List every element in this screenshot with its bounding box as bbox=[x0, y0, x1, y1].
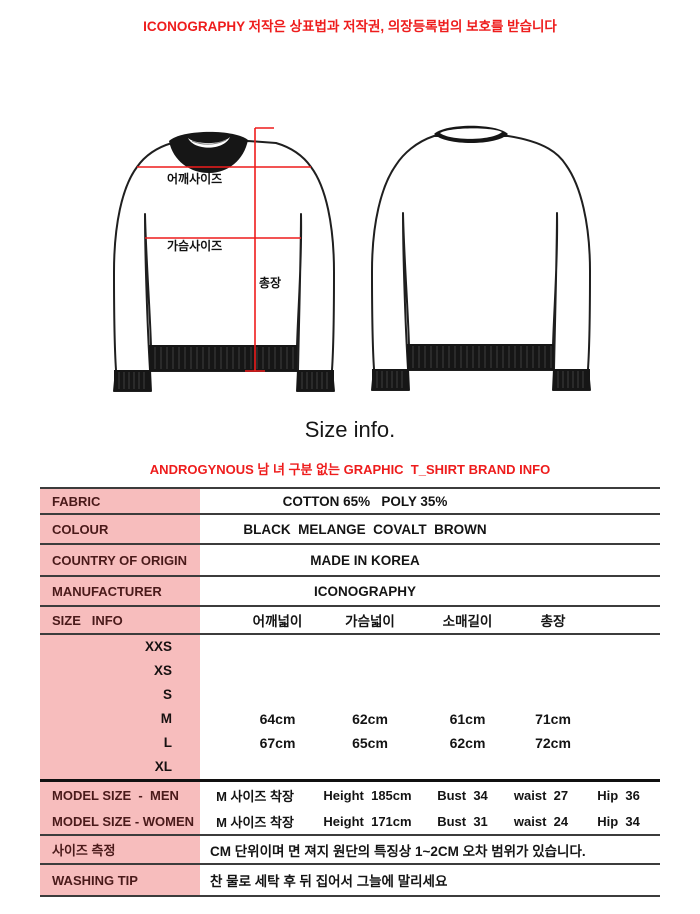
size-name: XL bbox=[154, 759, 172, 774]
measurement-lines bbox=[137, 127, 311, 372]
row-value: ICONOGRAPHY bbox=[313, 583, 416, 599]
shoulder-size-label: 어깨사이즈 bbox=[167, 171, 222, 186]
table-border-bottom bbox=[40, 895, 660, 897]
row-label: SIZE INFO bbox=[40, 607, 200, 633]
size-row-xl bbox=[230, 755, 660, 779]
col-header-shoulder: 어깨넓이 bbox=[252, 614, 303, 629]
table-row-manufacturer: MANUFACTURER ICONOGRAPHY bbox=[40, 577, 660, 605]
row-label: 사이즈 측정 bbox=[40, 836, 200, 863]
table-row-washing-tip: WASHING TIP 찬 물로 세탁 후 뒤 집어서 그늘에 말리세요 bbox=[40, 865, 660, 895]
row-label: COUNTRY OF ORIGIN bbox=[40, 545, 200, 575]
table-row-fabric: FABRIC COTTON 65% POLY 35% bbox=[40, 489, 660, 513]
size-column-headers: 어깨넓이 가슴넓이 소매길이 총장 bbox=[230, 607, 660, 633]
front-hem-band bbox=[149, 345, 297, 371]
row-label: MODEL SIZE - MEN bbox=[40, 782, 200, 808]
col-header-sleeve: 소매길이 bbox=[442, 614, 493, 629]
size-name: XS bbox=[153, 663, 172, 678]
row-label: FABRIC bbox=[40, 489, 200, 513]
length-label: 총장 bbox=[259, 275, 281, 290]
size-row-xxs bbox=[230, 635, 660, 659]
back-cuffs bbox=[372, 369, 590, 390]
size-name: XXS bbox=[144, 639, 172, 654]
table-row-model-women: MODEL SIZE - WOMEN M 사이즈 착장 Height 171cm… bbox=[40, 808, 660, 834]
size-name: S bbox=[162, 687, 172, 702]
size-name-column: XXS XS S M L XL bbox=[40, 635, 200, 779]
size-row-l: 67cm 65cm 62cm 72cm bbox=[259, 735, 571, 751]
spec-table: FABRIC COTTON 65% POLY 35% COLOUR BLACK … bbox=[40, 487, 660, 897]
brand-info-line: ANDROGYNOUS 남 녀 구분 없는 GRAPHIC T_SHIRT BR… bbox=[149, 462, 551, 477]
size-row-xs bbox=[230, 659, 660, 683]
copyright-notice: ICONOGRAPHY 저작은 상표법과 저작권, 의장등록법의 보호를 받습니… bbox=[143, 19, 557, 34]
measurement-diagrams: 어깨사이즈 가슴사이즈 총장 bbox=[97, 110, 608, 400]
front-collar bbox=[169, 131, 248, 173]
row-label: MANUFACTURER bbox=[40, 577, 200, 605]
size-row-s bbox=[230, 683, 660, 707]
row-value: BLACK MELANGE COVALT BROWN bbox=[243, 521, 487, 537]
row-label: MODEL SIZE - WOMEN bbox=[40, 808, 200, 834]
sweatshirt-back-diagram bbox=[371, 125, 591, 391]
col-header-length: 총장 bbox=[540, 614, 566, 629]
sweatshirt-front-diagram: 어깨사이즈 가슴사이즈 총장 bbox=[113, 127, 335, 392]
table-row-colour: COLOUR BLACK MELANGE COVALT BROWN bbox=[40, 515, 660, 543]
row-value: CM 단위이며 면 져지 원단의 특징상 1~2CM 오차 범위가 있습니다. bbox=[210, 843, 586, 859]
table-row-origin: COUNTRY OF ORIGIN MADE IN KOREA bbox=[40, 545, 660, 575]
back-collar bbox=[434, 125, 508, 143]
col-header-chest: 가슴넓이 bbox=[345, 614, 395, 629]
size-name: M bbox=[160, 711, 172, 726]
row-value: MADE IN KOREA bbox=[310, 552, 420, 568]
row-value: 찬 물로 세탁 후 뒤 집어서 그늘에 말리세요 bbox=[210, 874, 448, 889]
table-size-block: XXS XS S M L XL bbox=[40, 635, 660, 779]
table-border-top bbox=[40, 487, 660, 489]
size-name: L bbox=[163, 735, 172, 750]
size-info-title: Size info. bbox=[304, 417, 396, 442]
row-label: COLOUR bbox=[40, 515, 200, 543]
table-row-model-men: MODEL SIZE - MEN M 사이즈 착장 Height 185cm B… bbox=[40, 782, 660, 808]
row-label: WASHING TIP bbox=[40, 865, 200, 895]
table-row-size-header: SIZE INFO 어깨넓이 가슴넓이 소매길이 총장 bbox=[40, 607, 660, 633]
back-hem-band bbox=[407, 344, 554, 370]
front-cuffs bbox=[114, 370, 334, 391]
chest-size-label: 가슴사이즈 bbox=[167, 238, 222, 253]
size-row-m: 64cm 62cm 61cm 71cm bbox=[259, 711, 571, 727]
row-value: COTTON 65% POLY 35% bbox=[282, 493, 448, 509]
table-border-thick bbox=[40, 779, 660, 782]
size-values-grid: 64cm 62cm 61cm 71cm 67cm 65cm 62cm 72cm bbox=[200, 635, 660, 779]
table-row-size-note: 사이즈 측정 CM 단위이며 면 져지 원단의 특징상 1~2CM 오차 범위가… bbox=[40, 836, 660, 863]
